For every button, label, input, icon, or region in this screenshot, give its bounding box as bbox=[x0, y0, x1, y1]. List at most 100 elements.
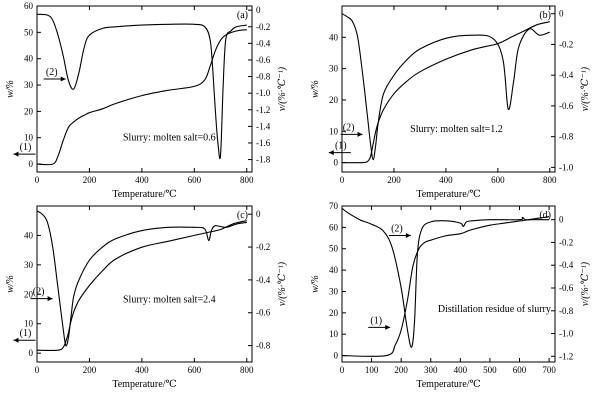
x-tick-label: 600 bbox=[491, 175, 505, 185]
x-tick-label: 800 bbox=[543, 175, 557, 185]
series-line-1 bbox=[341, 21, 550, 164]
y-left-tick-label: 70 bbox=[329, 201, 339, 211]
y-left-tick-label: 40 bbox=[329, 32, 339, 42]
y-left-tick-label: 10 bbox=[329, 329, 339, 339]
chart-annotation: Slurry: molten salt=0.6 bbox=[123, 132, 216, 143]
arrowhead-icon bbox=[385, 324, 391, 330]
x-tick-label: 500 bbox=[483, 365, 497, 375]
x-axis-title: Temperature/℃ bbox=[112, 379, 176, 390]
y-left-axis-title: w/% bbox=[310, 275, 321, 293]
y-left-tick-label: 30 bbox=[329, 286, 339, 296]
x-tick-label: 800 bbox=[240, 365, 254, 375]
series-line-2 bbox=[341, 13, 550, 161]
x-tick-label: 400 bbox=[135, 175, 149, 185]
y-right-tick-label: 0 bbox=[559, 9, 564, 19]
y-left-tick-label: 60 bbox=[24, 1, 34, 11]
arrowhead-icon bbox=[60, 76, 66, 82]
y-left-tick-label: 50 bbox=[24, 27, 34, 37]
y-left-tick-label: 40 bbox=[329, 265, 339, 275]
y-right-tick-label: -0.4 bbox=[256, 275, 271, 285]
series-label: (2) bbox=[33, 287, 45, 298]
y-right-tick-label: -0.8 bbox=[256, 341, 271, 351]
y-right-tick-label: -1.2 bbox=[559, 351, 573, 361]
y-right-tick-label: -0.4 bbox=[559, 260, 574, 270]
y-right-axis-title: v/(%·℃⁻¹) bbox=[277, 261, 288, 306]
x-tick-label: 0 bbox=[340, 175, 345, 185]
y-left-tick-label: 0 bbox=[29, 348, 34, 358]
y-right-tick-label: -0.6 bbox=[559, 283, 574, 293]
series-line-1 bbox=[341, 216, 550, 357]
x-tick-label: 600 bbox=[188, 175, 202, 185]
y-right-axis-title: v/(%·℃⁻¹) bbox=[580, 66, 591, 111]
chart-annotation: Distillation residue of slurry bbox=[438, 304, 551, 315]
y-left-tick-label: 40 bbox=[24, 230, 34, 240]
series-label: (2) bbox=[391, 223, 403, 234]
y-right-tick-label: -0.2 bbox=[559, 39, 573, 49]
panel-label: (a) bbox=[237, 10, 248, 21]
panel-label: (b) bbox=[539, 10, 551, 21]
y-right-axis-title: v/(%·℃⁻¹) bbox=[277, 66, 288, 111]
x-tick-label: 300 bbox=[424, 365, 438, 375]
y-left-tick-label: 60 bbox=[329, 222, 339, 232]
y-left-tick-label: 20 bbox=[24, 106, 34, 116]
y-right-tick-label: 0 bbox=[256, 209, 261, 219]
chart-annotation: Slurry: molten salt=2.4 bbox=[123, 295, 216, 306]
y-right-tick-label: -0.6 bbox=[256, 308, 271, 318]
y-left-tick-label: 0 bbox=[29, 159, 34, 169]
y-right-tick-label: -0.8 bbox=[559, 132, 574, 142]
y-left-tick-label: 50 bbox=[329, 244, 339, 254]
x-tick-label: 400 bbox=[454, 365, 468, 375]
panel-label: (d) bbox=[539, 210, 551, 221]
x-tick-label: 200 bbox=[83, 175, 97, 185]
arrowhead-icon bbox=[328, 150, 334, 156]
arrowhead-icon bbox=[47, 296, 53, 302]
y-left-axis-title: w/% bbox=[5, 275, 16, 293]
y-left-tick-label: 10 bbox=[24, 319, 34, 329]
series-line-1 bbox=[36, 29, 247, 166]
arrowhead-icon bbox=[13, 337, 19, 343]
series-label: (2) bbox=[343, 122, 355, 133]
y-left-axis-title: w/% bbox=[310, 80, 321, 98]
y-right-tick-label: -1.8 bbox=[256, 155, 271, 165]
y-right-tick-label: -1.0 bbox=[559, 329, 574, 339]
y-right-tick-label: -0.4 bbox=[559, 70, 574, 80]
series-label: (1) bbox=[335, 141, 347, 152]
series-line-2 bbox=[36, 210, 247, 347]
y-right-tick-label: -0.6 bbox=[256, 55, 271, 65]
plot-frame bbox=[36, 5, 253, 173]
x-tick-label: 200 bbox=[387, 175, 401, 185]
y-left-tick-label: 20 bbox=[329, 308, 339, 318]
y-right-tick-label: -1.2 bbox=[256, 105, 270, 115]
x-axis-title: Temperature/℃ bbox=[112, 189, 176, 200]
y-left-tick-label: 20 bbox=[24, 289, 34, 299]
y-left-tick-label: 30 bbox=[24, 80, 34, 90]
plot-frame bbox=[36, 205, 253, 363]
x-tick-label: 0 bbox=[35, 175, 40, 185]
x-tick-label: 0 bbox=[340, 365, 345, 375]
series-line-2 bbox=[36, 13, 247, 160]
y-left-tick-label: 30 bbox=[24, 260, 34, 270]
plot-frame bbox=[341, 5, 556, 173]
x-tick-label: 700 bbox=[542, 365, 556, 375]
x-tick-label: 600 bbox=[513, 365, 527, 375]
chart-panel-4: 0 100 200 300 400 500 600 7000102030405060700-0… bbox=[310, 201, 591, 390]
panel-label: (c) bbox=[237, 210, 248, 221]
series-label: (1) bbox=[20, 142, 32, 153]
y-left-tick-label: 10 bbox=[329, 126, 339, 136]
series-label: (2) bbox=[46, 67, 58, 78]
x-tick-label: 800 bbox=[240, 175, 254, 185]
plot-frame bbox=[341, 205, 556, 363]
y-right-tick-label: 0 bbox=[559, 215, 564, 225]
series-line-1 bbox=[36, 220, 247, 351]
x-tick-label: 400 bbox=[135, 365, 149, 375]
series-label: (1) bbox=[20, 328, 32, 339]
y-left-axis-title: w/% bbox=[5, 80, 16, 98]
x-tick-label: 0 bbox=[35, 365, 40, 375]
y-left-tick-label: 30 bbox=[329, 64, 339, 74]
y-left-tick-label: 0 bbox=[334, 158, 339, 168]
x-tick-label: 100 bbox=[365, 365, 379, 375]
y-right-axis-title: v/(%·℃⁻¹) bbox=[580, 261, 591, 306]
y-right-tick-label: -0.2 bbox=[256, 242, 270, 252]
